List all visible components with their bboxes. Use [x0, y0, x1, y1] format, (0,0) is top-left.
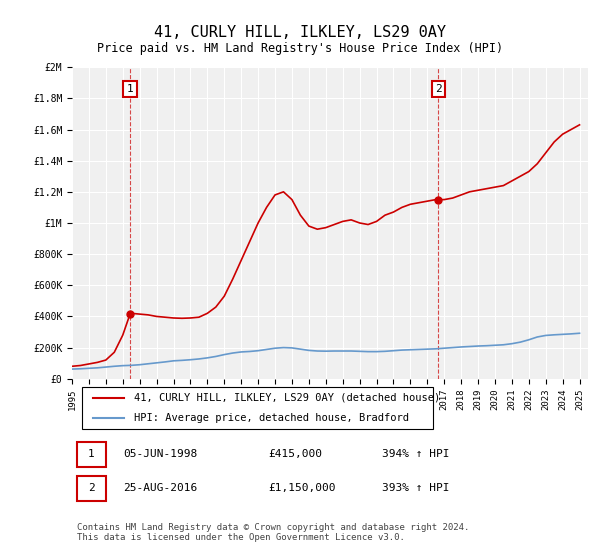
Text: 41, CURLY HILL, ILKLEY, LS29 0AY: 41, CURLY HILL, ILKLEY, LS29 0AY — [154, 25, 446, 40]
Text: HPI: Average price, detached house, Bradford: HPI: Average price, detached house, Brad… — [134, 413, 409, 423]
Text: 393% ↑ HPI: 393% ↑ HPI — [382, 483, 449, 493]
FancyBboxPatch shape — [77, 442, 106, 466]
Text: £415,000: £415,000 — [268, 449, 322, 459]
FancyBboxPatch shape — [82, 387, 433, 429]
Text: 41, CURLY HILL, ILKLEY, LS29 0AY (detached house): 41, CURLY HILL, ILKLEY, LS29 0AY (detach… — [134, 393, 440, 403]
Text: 394% ↑ HPI: 394% ↑ HPI — [382, 449, 449, 459]
Text: 1: 1 — [88, 449, 94, 459]
Text: 2: 2 — [435, 84, 442, 94]
Text: 1: 1 — [127, 84, 133, 94]
FancyBboxPatch shape — [77, 476, 106, 501]
Text: £1,150,000: £1,150,000 — [268, 483, 335, 493]
Text: Price paid vs. HM Land Registry's House Price Index (HPI): Price paid vs. HM Land Registry's House … — [97, 42, 503, 55]
Text: 05-JUN-1998: 05-JUN-1998 — [124, 449, 198, 459]
Text: Contains HM Land Registry data © Crown copyright and database right 2024.
This d: Contains HM Land Registry data © Crown c… — [77, 522, 470, 542]
Text: 2: 2 — [88, 483, 94, 493]
Text: 25-AUG-2016: 25-AUG-2016 — [124, 483, 198, 493]
